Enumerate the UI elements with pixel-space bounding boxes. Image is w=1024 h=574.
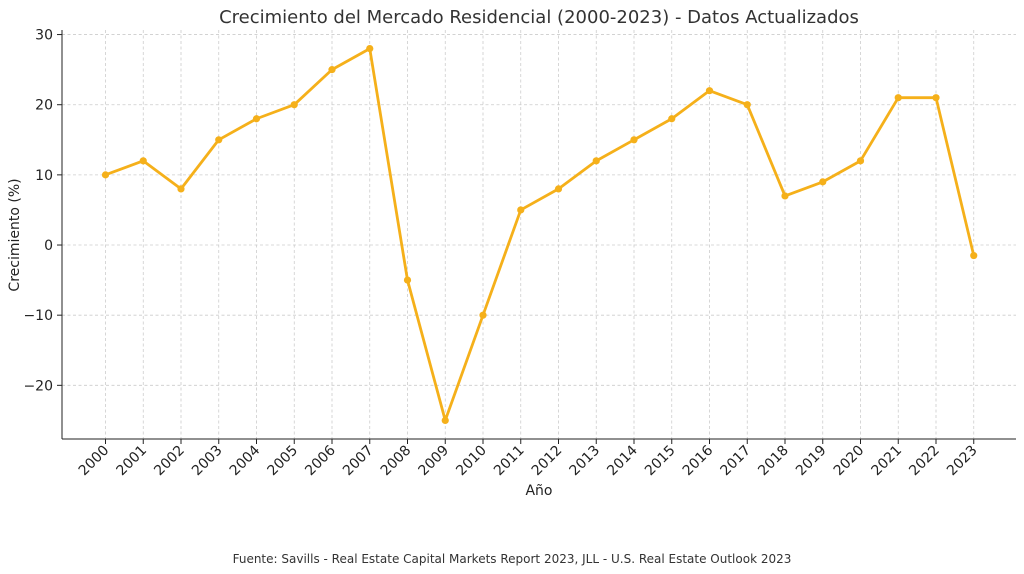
x-tick-label: 2010 — [453, 443, 490, 480]
data-point — [328, 66, 336, 74]
x-tick-label: 2021 — [869, 443, 906, 480]
data-point — [517, 206, 525, 214]
x-tick-label: 2017 — [718, 443, 755, 480]
data-point — [441, 416, 449, 425]
x-tick-label: 2015 — [642, 443, 679, 480]
data-point — [856, 157, 865, 165]
data-point — [894, 94, 902, 102]
x-axis-label: Año — [525, 483, 552, 499]
x-ticks: 2000 2001 2002 2003 2004 2005 2006 2007 2008 2009… — [76, 439, 981, 479]
x-tick-label: 2013 — [567, 443, 604, 480]
x-tick-label: 2005 — [265, 443, 302, 480]
series-line — [104, 47, 976, 422]
data-point — [743, 101, 751, 109]
data-point — [101, 171, 110, 179]
data-point — [215, 136, 223, 144]
x-tick-label: 2008 — [378, 443, 415, 480]
data-point — [252, 115, 261, 123]
data-point — [139, 157, 147, 165]
x-tick-label: 2009 — [416, 443, 453, 480]
data-point — [705, 87, 714, 95]
data-point — [366, 44, 374, 53]
data-point — [781, 192, 789, 200]
x-tick-label: 2007 — [340, 443, 377, 480]
y-tick-label: 0 — [44, 238, 53, 254]
y-tick-label: 10 — [35, 168, 53, 184]
data-point — [819, 178, 827, 186]
axes — [61, 30, 1016, 440]
chart-title: Crecimiento del Mercado Residencial (200… — [219, 7, 859, 28]
data-point — [177, 185, 185, 193]
source-note: Fuente: Savills - Real Estate Capital Ma… — [233, 552, 792, 566]
x-tick-label: 2016 — [680, 442, 717, 479]
data-point — [479, 311, 487, 319]
x-tick-label: 2003 — [189, 443, 226, 480]
y-tick-label: 20 — [35, 98, 53, 114]
x-tick-label: 2012 — [529, 443, 566, 480]
grid — [62, 30, 1016, 439]
x-tick-label: 2000 — [76, 443, 113, 480]
x-tick-label: 2006 — [302, 442, 339, 479]
x-tick-label: 2023 — [944, 443, 981, 480]
y-tick-label: −10 — [23, 308, 53, 324]
y-ticks: −20 −10 0 10 20 30 — [23, 28, 62, 394]
x-tick-label: 2002 — [151, 443, 188, 480]
data-point — [668, 115, 676, 123]
x-tick-label: 2014 — [604, 442, 641, 479]
y-tick-label: −20 — [23, 378, 53, 394]
data-point — [403, 276, 412, 284]
data-point — [630, 136, 638, 144]
data-point — [290, 101, 298, 109]
x-tick-label: 2020 — [831, 443, 868, 480]
x-tick-label: 2001 — [114, 443, 151, 480]
data-points — [101, 44, 978, 425]
y-tick-label: 30 — [35, 28, 53, 44]
x-tick-label: 2019 — [793, 443, 830, 480]
x-tick-label: 2022 — [906, 443, 943, 480]
y-axis-label: Crecimiento (%) — [7, 178, 23, 291]
x-tick-label: 2011 — [491, 443, 528, 480]
data-point — [592, 157, 600, 165]
data-point — [554, 185, 563, 193]
data-point — [932, 94, 940, 102]
data-point — [970, 251, 978, 260]
x-tick-label: 2004 — [227, 442, 264, 479]
x-tick-label: 2018 — [755, 443, 792, 480]
